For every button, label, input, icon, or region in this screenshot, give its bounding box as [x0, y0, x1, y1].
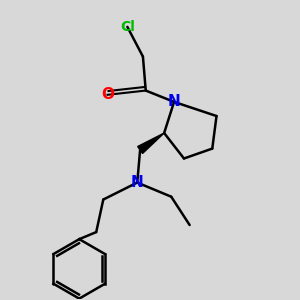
Text: N: N — [168, 94, 180, 110]
Polygon shape — [138, 133, 164, 154]
Text: O: O — [101, 87, 114, 102]
Text: Cl: Cl — [120, 20, 135, 34]
Text: N: N — [131, 175, 144, 190]
